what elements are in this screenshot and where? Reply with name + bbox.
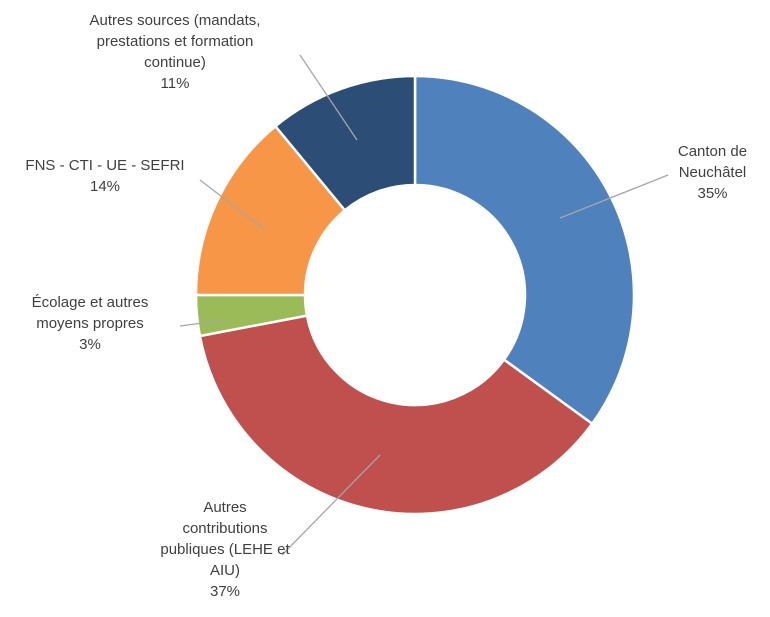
value-label: 3%: [79, 336, 101, 353]
leader-line: [179, 319, 226, 327]
donut-slice: [273, 74, 417, 213]
slice-label: Écolage et autres moyens propres 3%: [10, 292, 170, 355]
category-label: Canton de Neuchâtel: [677, 143, 748, 181]
category-label: Autres sources (mandats, prestations et …: [89, 12, 261, 71]
slice-label: Canton de Neuchâtel 35%: [665, 141, 760, 204]
slice-label: FNS - CTI - UE - SEFRI 14%: [10, 155, 200, 197]
value-label: 35%: [697, 185, 728, 202]
value-label: 14%: [89, 178, 121, 195]
slice-label: Autres contributions publiques (LEHE et …: [160, 497, 290, 602]
value-label: 11%: [160, 75, 190, 92]
leader-line: [299, 54, 358, 141]
category-label: Autres contributions publiques (LEHE et …: [160, 499, 290, 579]
donut-slice: [198, 314, 594, 516]
donut-slice: [413, 74, 636, 426]
slice-label: Autres sources (mandats, prestations et …: [70, 10, 280, 94]
leader-line: [559, 174, 669, 219]
leader-line: [199, 179, 266, 231]
category-label: FNS - CTI - UE - SEFRI: [25, 157, 185, 174]
leader-line: [281, 454, 381, 556]
value-label: 37%: [209, 583, 241, 600]
category-label: Écolage et autres moyens propres: [31, 294, 149, 332]
